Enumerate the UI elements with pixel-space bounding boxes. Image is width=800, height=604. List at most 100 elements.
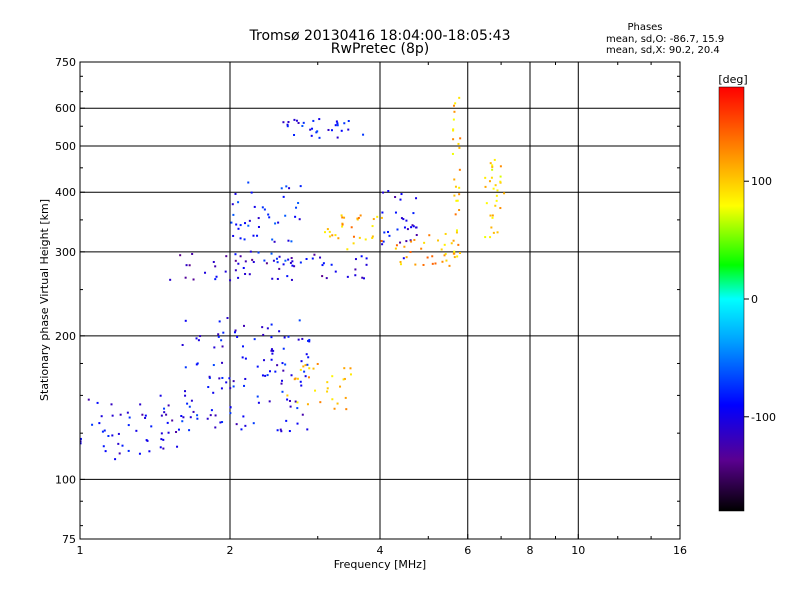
data-point	[409, 239, 412, 242]
colorbar-tick-label: -100	[751, 411, 776, 424]
data-point	[322, 262, 325, 265]
data-point	[280, 382, 283, 385]
data-point	[458, 168, 461, 171]
data-point	[188, 429, 191, 432]
data-point	[380, 239, 383, 242]
data-point	[286, 394, 289, 397]
data-point	[344, 396, 347, 399]
data-point	[163, 411, 166, 414]
colorbar	[718, 86, 745, 512]
data-point	[371, 237, 374, 240]
y-tick-label: 600	[55, 102, 76, 115]
data-point	[499, 165, 502, 168]
data-point	[293, 118, 296, 121]
data-point	[360, 255, 363, 258]
data-point	[165, 413, 168, 416]
data-point	[319, 256, 322, 259]
data-point	[195, 337, 198, 340]
y-tick-label: 750	[55, 56, 76, 69]
data-point	[339, 385, 342, 388]
data-point	[261, 206, 264, 209]
data-point	[276, 261, 279, 264]
data-point	[331, 234, 334, 237]
data-point	[261, 374, 264, 377]
chart-title: Tromsø 20130416 18:04:00-18:05:43	[249, 28, 511, 44]
data-point	[440, 248, 443, 251]
data-point	[79, 437, 82, 440]
data-point	[388, 234, 391, 237]
data-point	[286, 275, 289, 278]
data-point	[489, 236, 492, 239]
data-point	[104, 450, 107, 453]
data-point	[192, 410, 195, 413]
data-point	[103, 429, 106, 432]
data-point	[234, 253, 237, 256]
data-point	[190, 399, 193, 402]
data-point	[138, 452, 141, 455]
data-point	[270, 348, 273, 351]
data-point	[399, 198, 402, 201]
data-point	[394, 247, 397, 250]
data-point	[186, 402, 189, 405]
data-point	[101, 430, 104, 433]
data-point	[325, 277, 328, 280]
data-point	[316, 362, 319, 365]
data-point	[494, 184, 497, 187]
data-point	[184, 390, 187, 393]
data-point	[117, 432, 120, 435]
x-tick-label: 16	[673, 544, 687, 557]
data-point	[459, 137, 462, 140]
x-tick-label: 6	[464, 544, 471, 557]
data-point	[234, 192, 237, 195]
data-point	[335, 120, 338, 123]
data-point	[79, 440, 82, 443]
data-point	[171, 419, 174, 422]
data-point	[248, 219, 251, 222]
data-point	[241, 345, 244, 348]
data-point	[458, 252, 461, 255]
data-point	[270, 349, 273, 352]
data-point	[319, 401, 322, 404]
data-point	[372, 218, 375, 221]
data-point	[458, 186, 461, 189]
data-point	[281, 390, 284, 393]
data-point	[455, 199, 458, 202]
data-point	[79, 442, 82, 445]
data-point	[295, 206, 298, 209]
data-point	[491, 168, 494, 171]
data-point	[286, 123, 289, 126]
data-point	[244, 260, 247, 263]
data-point	[402, 218, 405, 221]
data-point	[448, 264, 451, 267]
data-point	[293, 133, 296, 136]
data-point	[235, 223, 238, 226]
data-point	[144, 414, 147, 417]
data-point	[252, 234, 255, 237]
data-point	[234, 329, 237, 332]
data-point	[382, 240, 385, 243]
data-point	[342, 378, 345, 381]
data-point	[331, 398, 334, 401]
data-point	[490, 226, 493, 229]
data-point	[219, 421, 222, 424]
data-point	[484, 236, 487, 239]
data-point	[267, 213, 270, 216]
data-point	[458, 146, 461, 149]
data-point	[499, 180, 502, 183]
data-point	[248, 273, 251, 276]
data-point	[234, 259, 237, 262]
data-point	[491, 164, 494, 167]
data-point	[297, 201, 300, 204]
data-point	[301, 124, 304, 127]
data-point	[98, 422, 101, 425]
data-point	[403, 226, 406, 229]
data-point	[415, 226, 418, 229]
data-point	[146, 439, 149, 442]
data-point	[208, 375, 211, 378]
data-point	[312, 119, 315, 122]
data-point	[199, 335, 202, 338]
data-point	[387, 190, 390, 193]
data-point	[212, 364, 215, 367]
data-point	[240, 428, 243, 431]
